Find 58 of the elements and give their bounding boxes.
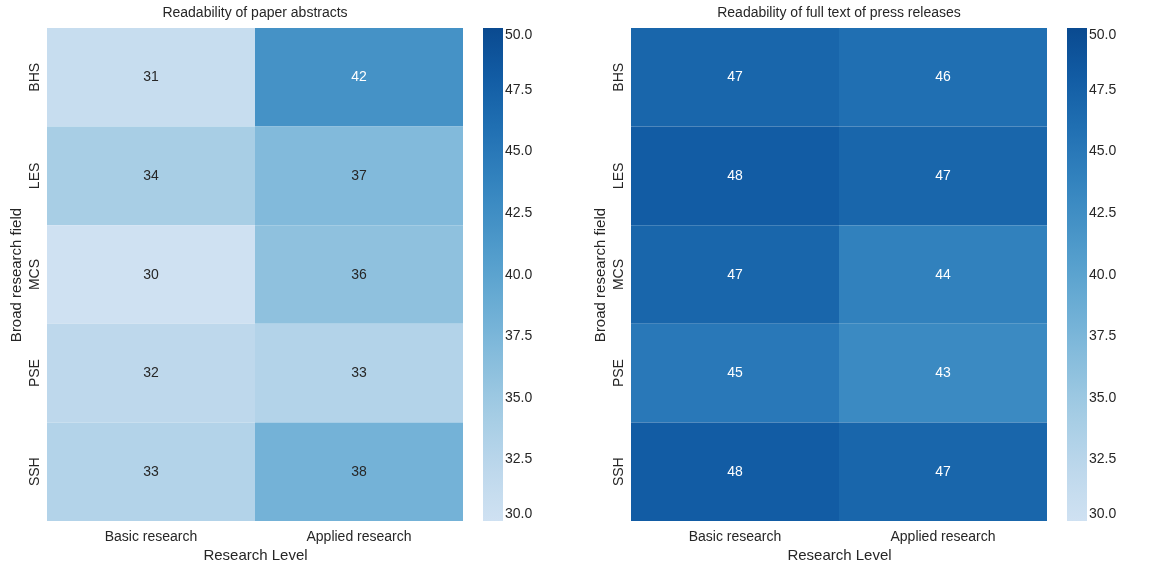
color-bar-label: 32.5 bbox=[1089, 450, 1117, 467]
color-bar-label: 30.0 bbox=[505, 505, 533, 521]
color-bar-label: 50.0 bbox=[505, 26, 533, 42]
color-bar-label: 42.5 bbox=[1089, 203, 1117, 220]
x-axis-title: Research Level bbox=[787, 545, 892, 563]
color-bar-label: 35.0 bbox=[505, 388, 533, 405]
y-tick-label: SSH bbox=[609, 457, 626, 487]
data-label: 45 bbox=[727, 364, 743, 381]
data-label: 36 bbox=[351, 265, 367, 282]
data-label: 33 bbox=[143, 462, 159, 479]
data-label: 30 bbox=[143, 265, 159, 282]
data-label: 48 bbox=[727, 166, 743, 183]
y-tick-label: MCS bbox=[25, 258, 42, 291]
color-bar-label: 42.5 bbox=[505, 203, 533, 220]
y-tick-label: BHS bbox=[609, 62, 626, 92]
data-label: 47 bbox=[727, 265, 743, 282]
color-bar-label: 47.5 bbox=[505, 80, 533, 97]
color-bar-label: 40.0 bbox=[1089, 265, 1117, 282]
color-bar-label: 30.0 bbox=[1089, 505, 1117, 521]
data-label: 38 bbox=[351, 462, 367, 479]
chart-title: Readability of full text of press releases bbox=[717, 4, 961, 20]
y-tick-label: PSE bbox=[609, 359, 626, 388]
color-bar-label: 37.5 bbox=[1089, 327, 1117, 344]
y-tick-label: BHS bbox=[25, 62, 42, 92]
x-tick-label: Applied research bbox=[890, 527, 996, 544]
data-label: 47 bbox=[935, 166, 951, 183]
data-label: 44 bbox=[935, 265, 951, 282]
data-label: 31 bbox=[143, 68, 159, 85]
color-bar-label: 37.5 bbox=[505, 327, 533, 344]
y-axis-title: Broad research field bbox=[590, 207, 608, 343]
y-tick-label: LES bbox=[25, 162, 42, 190]
color-bar-label: 40.0 bbox=[505, 265, 533, 282]
data-label: 33 bbox=[351, 364, 367, 381]
y-axis-title: Broad research field bbox=[6, 207, 24, 343]
data-label: 42 bbox=[351, 68, 367, 85]
chart-title: Readability of paper abstracts bbox=[162, 4, 348, 20]
data-label: 47 bbox=[727, 68, 743, 85]
data-label: 48 bbox=[727, 462, 743, 479]
data-label: 37 bbox=[351, 166, 367, 183]
data-label: 47 bbox=[935, 462, 951, 479]
x-tick-label: Applied research bbox=[306, 527, 412, 544]
color-bar-label: 47.5 bbox=[1089, 80, 1117, 97]
y-tick-label: LES bbox=[609, 162, 626, 190]
y-tick-label: PSE bbox=[25, 359, 42, 388]
color-bar-label: 35.0 bbox=[1089, 388, 1117, 405]
color-bar-label: 32.5 bbox=[505, 450, 533, 467]
x-tick-label: Basic research bbox=[104, 527, 198, 544]
y-tick-label: MCS bbox=[609, 258, 626, 291]
data-label: 34 bbox=[143, 166, 159, 183]
color-bar-label: 45.0 bbox=[505, 142, 533, 159]
data-label: 32 bbox=[143, 364, 159, 381]
data-label: 46 bbox=[935, 68, 951, 85]
x-tick-label: Basic research bbox=[688, 527, 782, 544]
x-axis-title: Research Level bbox=[203, 545, 308, 563]
color-bar-label: 50.0 bbox=[1089, 26, 1117, 42]
y-tick-label: SSH bbox=[25, 457, 42, 487]
color-bar-label: 45.0 bbox=[1089, 142, 1117, 159]
data-label: 43 bbox=[935, 364, 951, 381]
